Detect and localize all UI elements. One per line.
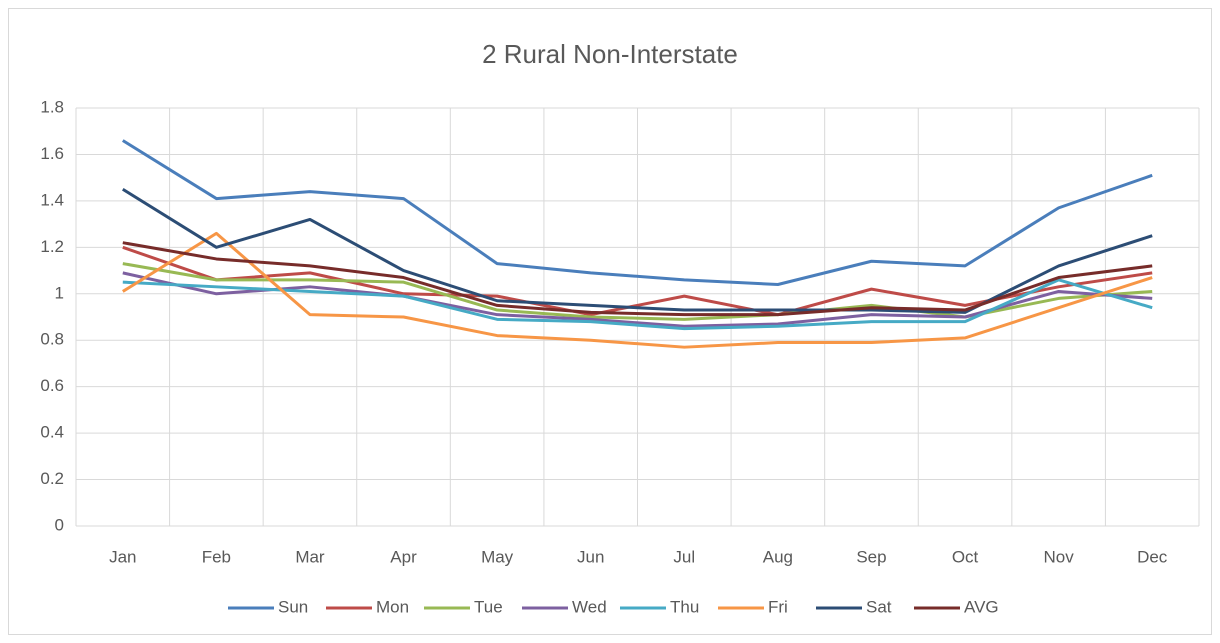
x-tick-label: Nov: [1044, 547, 1075, 566]
y-tick-label: 1.6: [40, 144, 64, 163]
y-tick-label: 1.8: [40, 97, 64, 116]
x-tick-label: Feb: [202, 547, 231, 566]
x-tick-label: May: [481, 547, 514, 566]
legend-label: Mon: [376, 597, 409, 616]
x-tick-label: Dec: [1137, 547, 1168, 566]
x-tick-label: Mar: [295, 547, 325, 566]
legend-label: Sat: [866, 597, 892, 616]
y-tick-label: 1: [55, 283, 64, 302]
series-line: [122, 231, 1153, 349]
x-tick-label: Aug: [763, 547, 793, 566]
x-tick-label: Apr: [390, 547, 417, 566]
legend-label: AVG: [964, 597, 999, 616]
series-line: [122, 278, 1153, 331]
y-tick-label: 0.4: [40, 423, 64, 442]
x-tick-label: Jul: [673, 547, 695, 566]
legend-label: Sun: [278, 597, 308, 616]
y-tick-label: 0.2: [40, 469, 64, 488]
chart-title: 2 Rural Non-Interstate: [482, 39, 738, 69]
series-line: [122, 245, 1153, 317]
legend-label: Fri: [768, 597, 788, 616]
series-line: [122, 139, 1153, 286]
legend-label: Tue: [474, 597, 503, 616]
y-tick-label: 0: [55, 515, 64, 534]
y-tick-label: 1.2: [40, 237, 64, 256]
series-line: [122, 271, 1153, 328]
series-line: [122, 241, 1153, 317]
legend-label: Wed: [572, 597, 607, 616]
x-tick-label: Jan: [109, 547, 136, 566]
x-tick-label: Sep: [856, 547, 886, 566]
legend-label: Thu: [670, 597, 699, 616]
x-tick-label: Oct: [952, 547, 979, 566]
y-tick-label: 1.4: [40, 190, 64, 209]
y-tick-label: 0.6: [40, 376, 64, 395]
y-tick-label: 0.8: [40, 330, 64, 349]
x-tick-label: Jun: [577, 547, 604, 566]
